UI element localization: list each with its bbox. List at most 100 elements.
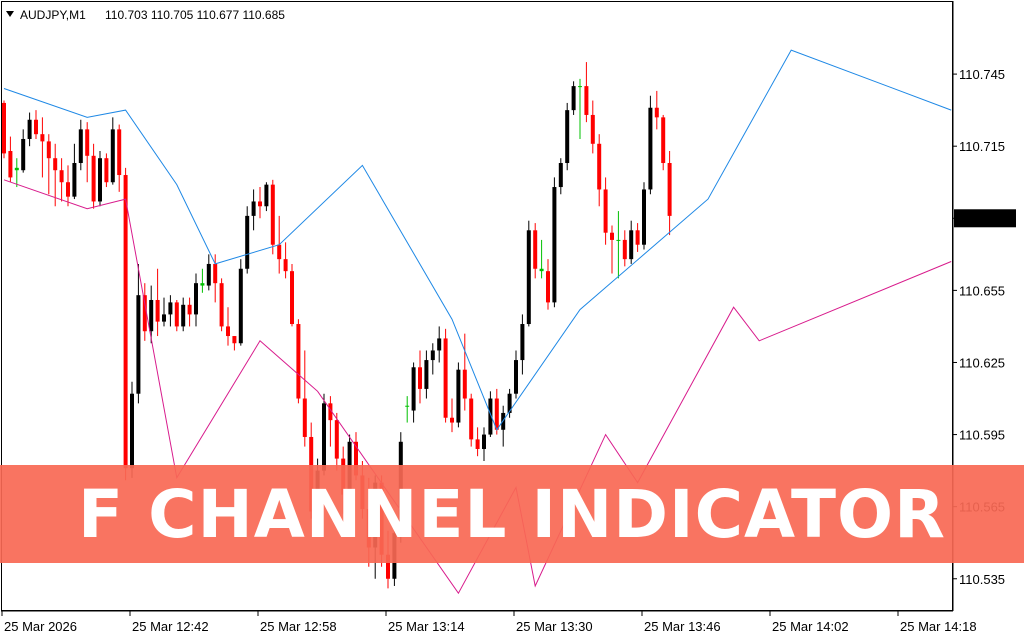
candle-body [40,134,45,142]
candle [104,153,109,188]
candle-body [584,86,589,115]
candle-body [437,338,442,351]
candle-body [130,393,134,469]
candle [200,268,205,293]
current-price-label: 110.685 [954,209,1016,228]
candle [40,117,45,178]
candle [405,396,410,423]
candle-body [2,102,6,154]
candle-body [526,230,531,325]
candle-body [258,201,262,207]
candle-body [8,150,13,178]
candle-body [238,268,243,344]
candle [110,117,115,185]
y-tick-label: 110.715 [959,139,1005,154]
header-ohlc: 110.703 110.705 110.677 110.685 [105,8,285,22]
candle-body [226,326,230,337]
candle-body [104,158,109,183]
candle-body [334,420,339,459]
candle [296,319,301,404]
candle-body [117,129,122,176]
candle-body [85,129,90,156]
candle [142,283,147,341]
candle [238,259,243,346]
candle [546,259,550,310]
candle [622,230,627,267]
candle [590,100,595,154]
candle [226,307,230,346]
candle [232,336,237,351]
candle-body [494,398,499,430]
candle-body [149,299,154,332]
candle [123,167,128,481]
candle [136,263,141,404]
candle-body [354,441,358,476]
candle-body [546,271,550,303]
candle [334,412,339,471]
candle-body [424,360,429,389]
candle-body [482,434,486,449]
candle [149,285,154,344]
candle [661,114,666,171]
candle-body [386,554,390,579]
candle [642,182,646,250]
header-symbol: AUDJPY,M1 [20,8,86,22]
candle [155,268,160,337]
candle [443,328,448,423]
candle [552,177,557,308]
candle [322,393,326,476]
x-tick-label: 25 Mar 14:02 [772,619,849,634]
candle [258,187,262,219]
candle [219,278,224,332]
candle-body [418,367,422,389]
y-tick-label: 110.595 [959,428,1005,443]
candle [21,129,26,173]
candle [270,179,275,255]
candle [578,78,582,139]
candle [482,427,486,462]
banner-title: F CHANNEL INDICATOR [78,475,946,553]
candle-body [200,283,205,286]
candle [187,297,192,327]
candle [14,158,19,188]
candle-body [475,439,480,449]
candle [85,122,90,183]
candle-body [558,163,563,188]
current-price-text: 110.685 [958,211,1004,226]
candle [462,333,467,411]
candle-body [590,114,595,144]
candle [418,350,422,404]
candle-body [462,369,467,399]
candle [494,388,499,435]
candle [53,143,58,207]
current-price-background [954,209,1016,228]
candle-body [136,295,141,394]
candle-body [322,403,326,471]
candle-body [578,86,582,88]
candle [328,396,333,447]
candle-body [610,232,614,240]
candle-body [91,155,96,202]
candle-body [328,403,333,421]
candle [450,398,454,433]
candle [34,110,38,139]
candle-body [648,107,653,190]
candle-body [14,167,19,171]
candle-body [59,170,64,183]
candle [526,220,531,327]
candle-body [123,175,128,469]
candle-body [667,163,672,216]
upper-channel-line [3,49,952,431]
triangle-down-icon[interactable] [6,11,14,17]
y-tick-label: 110.625 [959,355,1005,370]
candle-body [622,239,627,260]
candle-body [181,304,186,327]
candle-body [539,268,544,272]
candle [501,405,506,447]
candle-body [654,107,659,118]
candle [130,381,134,478]
candle [174,299,179,332]
candle [162,297,166,327]
candle [411,362,416,423]
candle-body [187,304,192,315]
